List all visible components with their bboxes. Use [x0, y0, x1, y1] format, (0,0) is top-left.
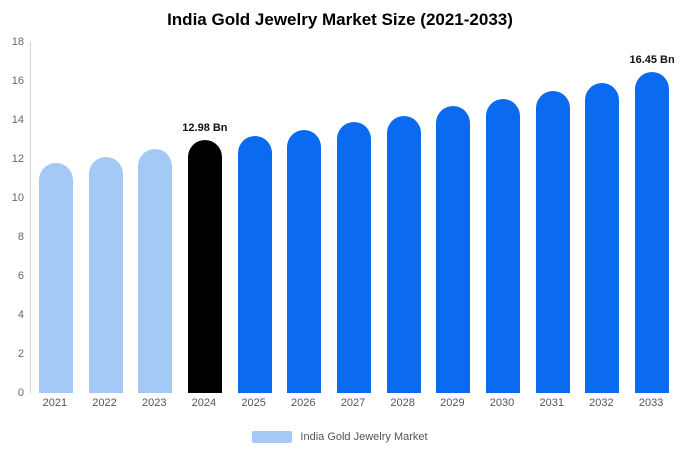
x-axis-label: 2022: [92, 397, 117, 409]
bar-2025: [237, 135, 272, 393]
bar-slot: [31, 42, 81, 393]
bar-slot: [230, 42, 280, 393]
legend-label: India Gold Jewelry Market: [300, 431, 428, 443]
bar-value-label: 16.45 Bn: [629, 54, 675, 67]
bar-2026: [287, 129, 322, 393]
bar-2029: [436, 106, 471, 393]
y-tick-label: 10: [11, 191, 24, 204]
bar-2024: [187, 139, 222, 393]
y-tick-label: 4: [17, 309, 24, 321]
x-axis-label: 2030: [489, 397, 515, 409]
y-tick-label: 6: [17, 270, 24, 282]
x-axis-label: 2023: [141, 397, 167, 409]
legend-swatch: [252, 431, 293, 443]
x-axis-label: 2028: [390, 397, 415, 409]
x-axis-label: 2031: [539, 397, 564, 409]
bar-slot: [329, 42, 379, 393]
bar-value-label: 12.98 Bn: [182, 121, 228, 134]
bar-2022: [88, 157, 123, 393]
plot-area: 12.98 Bn 16.45 Bn: [30, 42, 677, 393]
bar-2028: [386, 116, 421, 393]
bar-2032: [585, 82, 620, 393]
bar-slot: [578, 42, 628, 393]
legend: India Gold Jewelry Market: [0, 431, 680, 443]
x-axis-label: 2029: [440, 397, 465, 409]
x-axis-label: 2025: [241, 397, 266, 409]
y-tick-label: 16: [11, 74, 24, 87]
x-axis-label: 2033: [638, 397, 664, 409]
y-tick-label: 14: [11, 113, 24, 126]
chart-title: India Gold Jewelry Market Size (2021-203…: [167, 10, 513, 29]
bar-2021: [38, 162, 73, 393]
bar-slot: [81, 42, 131, 393]
y-tick-label: 18: [11, 36, 24, 48]
y-tick-label: 12: [11, 153, 24, 165]
x-axis: 2021 2022 2023 2024 2025 2026 2027 2028 2029 2030…: [30, 397, 676, 413]
bar-2033: [635, 72, 670, 393]
bar-slot: [279, 42, 329, 393]
y-tick-label: 0: [17, 387, 24, 399]
bar-slot: [478, 42, 528, 393]
y-tick-label: 8: [17, 231, 24, 243]
x-axis-label: 2026: [291, 397, 316, 409]
x-axis-label: 2024: [191, 397, 217, 409]
bar-slot: [379, 42, 429, 393]
bar-2031: [535, 90, 570, 393]
bar-2027: [336, 121, 371, 393]
x-axis-label: 2021: [42, 397, 68, 409]
bar-slot: [130, 42, 180, 393]
bar-slot: [528, 42, 578, 393]
x-axis-label: 2027: [340, 397, 366, 409]
y-tick-label: 2: [17, 347, 24, 360]
y-axis: 0 2 4 6 8 10 12 14 16 18: [0, 36, 26, 399]
bar-slot: 12.98 Bn: [180, 42, 230, 393]
x-axis-label: 2032: [589, 397, 614, 409]
bar-slot: 16.45 Bn: [627, 42, 677, 393]
bar-2023: [138, 149, 173, 393]
bar-slot: [429, 42, 479, 393]
bar-2030: [486, 98, 521, 393]
